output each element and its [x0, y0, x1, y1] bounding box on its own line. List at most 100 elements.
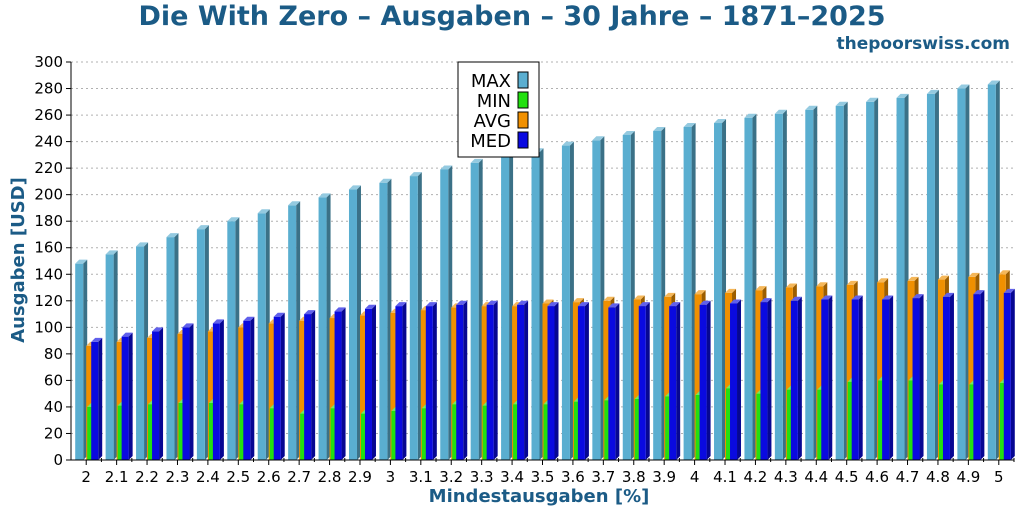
bar-front: [517, 304, 525, 460]
bar-front: [878, 380, 884, 460]
bar-top: [973, 290, 985, 295]
bar-front: [622, 134, 631, 460]
bar-med: [273, 312, 285, 460]
bar-med: [121, 332, 133, 460]
bar-max: [714, 119, 727, 460]
bar-side: [858, 295, 863, 460]
bar-max: [318, 193, 331, 460]
bar-front: [227, 221, 236, 460]
bar-front: [288, 205, 297, 460]
x-tick-label: 4.9: [956, 468, 980, 486]
y-tick-label: 0: [53, 451, 63, 469]
bar-top: [882, 295, 894, 300]
bar-top: [926, 89, 939, 94]
bar-front: [816, 286, 824, 460]
x-tick-label: 2.8: [318, 468, 342, 486]
bar-top: [683, 123, 696, 128]
bar-top: [866, 97, 879, 102]
bar-top: [592, 136, 605, 141]
bar-front: [512, 306, 520, 460]
bar-med: [730, 299, 742, 460]
bar-front: [300, 413, 306, 460]
bar-front: [360, 413, 366, 460]
bar-med: [942, 292, 954, 460]
bar-max: [592, 136, 605, 461]
bar-max: [196, 225, 209, 460]
bar-front: [877, 282, 885, 460]
y-tick-label: 300: [34, 53, 63, 71]
bar-med: [669, 302, 681, 460]
bar-front: [456, 304, 464, 460]
bar-front: [938, 384, 944, 460]
bar-top: [760, 298, 772, 303]
y-tick-label: 40: [44, 398, 63, 416]
bar-front: [726, 388, 732, 460]
legend-label: MIN: [477, 91, 511, 112]
bar-front: [805, 109, 814, 460]
bar-top: [1003, 288, 1015, 293]
bar-front: [440, 169, 449, 460]
bar-front: [664, 296, 672, 460]
bar-front: [208, 402, 214, 460]
bar-front: [207, 331, 215, 460]
bar-side: [341, 307, 346, 460]
bar-max: [622, 130, 635, 460]
bar-front: [572, 302, 580, 460]
bar-med: [699, 300, 711, 460]
legend-label: AVG: [474, 111, 511, 132]
bar-front: [968, 276, 976, 460]
bar-front: [912, 298, 920, 460]
bar-med: [547, 302, 559, 460]
bar-top: [937, 275, 949, 280]
bar-side: [250, 316, 255, 460]
bar-top: [896, 93, 909, 98]
bar-max: [835, 101, 848, 460]
bar-front: [786, 389, 792, 460]
bar-max: [866, 97, 879, 461]
bar-top: [243, 316, 255, 321]
bar-top: [633, 295, 645, 300]
bar-front: [573, 401, 579, 460]
bar-top: [851, 295, 863, 300]
y-tick-label: 280: [34, 80, 63, 98]
legend-label: MAX: [471, 71, 511, 92]
bar-side: [98, 337, 103, 460]
bar-front: [790, 300, 798, 460]
x-tick-label: 3.5: [531, 468, 555, 486]
bar-med: [425, 302, 437, 460]
bar-top: [517, 300, 529, 305]
bar-front: [238, 327, 246, 460]
bar-front: [481, 306, 489, 460]
bar-front: [683, 127, 692, 461]
bar-front: [846, 284, 854, 460]
bar-front: [268, 323, 276, 460]
bar-max: [227, 217, 240, 460]
bar-front: [608, 307, 616, 460]
bar-front: [86, 345, 94, 460]
bar-front: [547, 306, 555, 460]
bar-med: [486, 300, 498, 460]
x-tick-label: 4.2: [744, 468, 768, 486]
x-tick-label: 2.9: [348, 468, 372, 486]
bar-side: [676, 302, 681, 460]
bar-front: [452, 404, 458, 460]
bar-front: [273, 316, 281, 460]
bar-front: [148, 404, 154, 460]
bar-top: [334, 307, 346, 312]
bar-max: [957, 84, 970, 461]
bar-top: [755, 286, 767, 291]
bar-med: [395, 302, 407, 460]
bar-max: [774, 109, 787, 461]
bar-med: [304, 310, 316, 460]
bar-front: [604, 400, 610, 460]
bar-top: [470, 158, 483, 163]
bar-top: [907, 276, 919, 281]
chart-title: Die With Zero – Ausgaben – 30 Jahre – 18…: [138, 1, 886, 32]
bar-top: [75, 259, 88, 264]
bar-max: [653, 126, 666, 460]
bar-side: [311, 310, 316, 460]
bar-side: [189, 323, 194, 460]
x-tick-label: 2.5: [226, 468, 250, 486]
y-tick-label: 120: [34, 292, 63, 310]
bar-side: [371, 304, 376, 460]
